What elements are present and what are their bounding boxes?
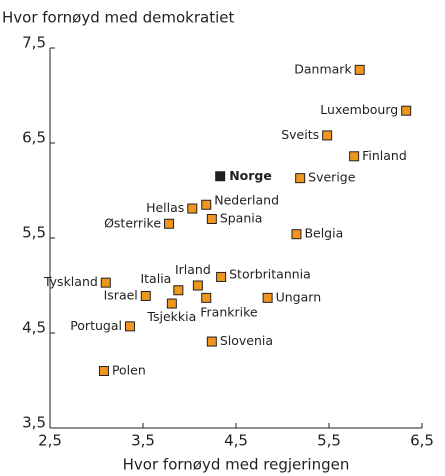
point-label: Norge [229,168,272,183]
point [206,214,217,224]
point [140,290,151,301]
point-label: Nederland [214,192,279,207]
point [201,292,212,303]
point [201,199,212,210]
point-label: Polen [112,363,146,378]
point [322,130,333,141]
point-label: Tsjekkia [146,309,196,324]
y-tick-label: 5,5 [22,224,46,242]
point [192,280,203,291]
point [291,229,302,240]
point-label: Sverige [308,170,356,185]
x-axis-label: Hvor fornøyd med regjeringen [123,456,350,474]
point-label: Spania [220,211,263,226]
chart-title: Hvor fornøyd med demokratiet [2,9,234,27]
point-label: Sveits [281,127,319,142]
point [262,292,273,303]
point-label: Portugal [70,318,122,333]
point-label: Finland [362,148,407,163]
point-label: Italia [140,271,171,286]
point-label: Storbritannia [229,266,311,281]
point-label: Israel [104,287,138,302]
point [100,277,111,288]
point [215,171,226,182]
point-label: Østerrike [104,215,161,230]
point-label: Hellas [146,200,184,215]
x-tick-label: 2,5 [38,432,62,450]
point [187,203,198,214]
point-label: Ungarn [276,289,322,304]
y-tick-label: 6,5 [22,129,46,147]
point [206,336,217,347]
point-label: Tyskland [43,274,98,289]
point [216,271,227,282]
x-tick-label: 3,5 [131,432,155,450]
point-label: Frankrike [200,304,258,319]
point [354,64,365,75]
point [166,298,177,309]
x-tick-label: 5,5 [317,432,341,450]
point-label: Luxembourg [320,102,398,117]
point [173,285,184,296]
point [295,173,306,184]
point-label: Irland [175,262,211,277]
point-label: Slovenia [220,333,273,348]
point-label: Belgia [304,226,343,241]
y-tick-label: 7,5 [22,34,46,52]
point [164,218,175,229]
x-tick-label: 6,5 [410,432,434,450]
point [349,151,360,162]
y-tick-label: 4,5 [22,319,46,337]
x-tick-label: 4,5 [224,432,248,450]
point [124,321,135,332]
point [98,366,109,376]
point [401,105,412,116]
point-label: Danmark [294,61,352,76]
y-tick-label: 3,5 [22,414,46,432]
